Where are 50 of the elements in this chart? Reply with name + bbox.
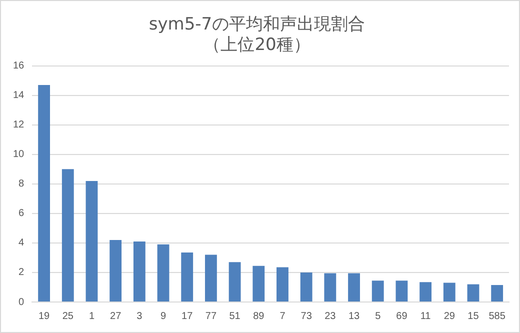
bar (181, 252, 194, 302)
bar (38, 84, 50, 302)
y-tick-label: 12 (13, 120, 25, 131)
bar (157, 244, 170, 302)
y-tick-label: 14 (13, 90, 25, 102)
bar (204, 254, 217, 302)
x-tick-label: 69 (396, 310, 408, 322)
y-tick-label: 8 (18, 178, 25, 190)
y-tick-label: 0 (18, 296, 25, 308)
bar (491, 285, 504, 302)
x-tick-label: 17 (182, 310, 194, 322)
x-tick-label: 23 (324, 310, 336, 322)
x-tick-label: 1 (88, 310, 95, 322)
y-tick-label: 16 (13, 60, 25, 72)
bar (300, 272, 312, 302)
x-tick-label: 5 (375, 310, 382, 322)
x-tick-label: 51 (229, 310, 241, 322)
x-tick-label: 73 (300, 310, 312, 322)
bar (324, 273, 336, 302)
x-tick-label: 19 (38, 310, 50, 322)
y-tick-label: 10 (13, 149, 25, 160)
x-tick-label: 585 (488, 310, 506, 322)
x-tick-label: 7 (280, 310, 286, 322)
x-tick-label: 9 (160, 310, 166, 322)
x-tick-label: 3 (136, 310, 143, 322)
bar (396, 280, 408, 302)
x-tick-label: 15 (468, 310, 480, 322)
x-tick-label: 89 (253, 310, 265, 322)
bar (348, 273, 360, 302)
bar (62, 169, 74, 302)
x-tick-label: 11 (420, 310, 432, 322)
y-tick-label: 6 (18, 208, 25, 220)
bar (372, 280, 384, 302)
chart-title: sym5-7の平均和声出現割合（上位20種） (148, 14, 366, 56)
bar (86, 180, 98, 302)
bar (228, 262, 241, 302)
x-tick-label: 29 (444, 310, 456, 322)
x-tick-label: 13 (348, 310, 360, 322)
bar (276, 267, 288, 302)
bar (110, 240, 122, 302)
x-tick-label: 25 (62, 310, 74, 322)
bar (467, 284, 480, 302)
y-tick-label: 2 (18, 267, 25, 278)
x-tick-label: 27 (110, 310, 122, 322)
bar (133, 241, 146, 302)
y-tick-label: 4 (18, 238, 25, 249)
bar (252, 266, 265, 302)
bar (443, 282, 456, 302)
bar (420, 282, 432, 302)
x-tick-label: 77 (205, 310, 217, 322)
